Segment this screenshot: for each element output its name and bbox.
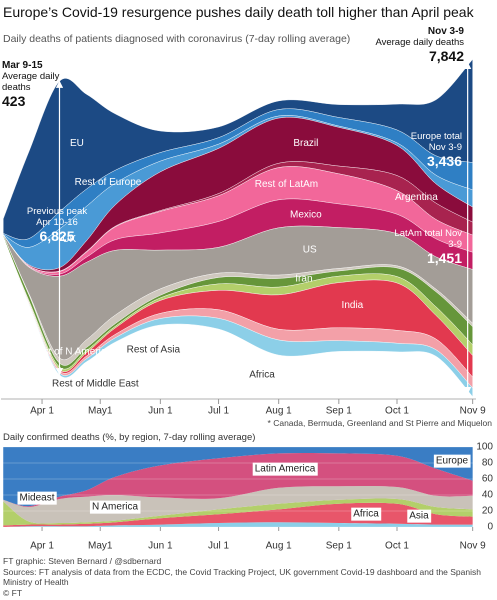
annotation-text: Average daily deaths	[2, 71, 60, 93]
series-label: Mexico	[290, 209, 322, 220]
x-tick-label: Sep 1	[326, 406, 353, 417]
x-tick-label: May1	[88, 406, 113, 417]
area-band	[3, 498, 473, 526]
x-tick-label: Aug 1	[266, 406, 293, 417]
series-label-group: N America	[89, 500, 141, 514]
copyright: © FT	[3, 587, 23, 598]
credit: FT graphic: Steven Bernard / @sdbernard	[3, 556, 162, 566]
series-label: Argentina	[395, 192, 438, 203]
y-tick-label: 60	[482, 474, 494, 485]
x-tick-label: Apr 1	[30, 406, 54, 417]
x-tick-label: Apr 1	[30, 541, 54, 552]
series-label: Africa	[353, 509, 379, 520]
annotation: Previous peak Apr 10-16 6,825	[26, 206, 88, 245]
label-background	[351, 507, 382, 521]
chart-subtitle: Daily deaths of patients diagnosed with …	[3, 33, 351, 45]
chart-title: Daily confirmed deaths (%, by region, 7-…	[3, 432, 256, 443]
x-tick-label: Jul 1	[208, 406, 230, 417]
x-tick-label: Sep 1	[326, 541, 353, 552]
area-band	[3, 522, 473, 527]
label-background	[407, 509, 432, 523]
area-band	[3, 452, 473, 508]
x-tick-label: Nov 9	[460, 541, 487, 552]
chart-title: Europe’s Covid-19 resurgence pushes dail…	[3, 4, 474, 20]
area-band	[3, 447, 473, 507]
annotation-value: 423	[2, 93, 26, 109]
annotation: Europe total Nov 3-9 3,436	[392, 131, 462, 170]
x-tick-label: Aug 1	[266, 541, 293, 552]
series-label: Europe	[436, 456, 469, 467]
x-tick-label: Jun 1	[148, 541, 173, 552]
series-label: EU	[70, 138, 84, 149]
stream-band	[3, 237, 473, 398]
annotation-value: 6,825	[39, 228, 75, 244]
annotation-text: LatAm total Nov 3-9	[394, 228, 462, 250]
footer: FT graphic: Steven Bernard / @sdbernard …	[3, 556, 483, 598]
series-label: US	[303, 244, 317, 255]
annotation-heading: Nov 3-9	[427, 26, 464, 37]
annotation-value: 3,436	[426, 153, 462, 169]
series-label: Mideast	[19, 493, 54, 504]
annotation-value: 1,451	[426, 250, 462, 266]
x-tick-label: Nov 9	[460, 406, 487, 417]
annotation-heading: Mar 9-15	[2, 60, 43, 71]
annotation-text: Average daily deaths	[375, 37, 464, 48]
series-label: Iran	[295, 274, 312, 285]
x-tick-label: Jul 1	[208, 541, 230, 552]
series-label: Asia	[409, 511, 429, 522]
annotation-value: 7,842	[428, 48, 464, 64]
label-background	[89, 500, 141, 514]
footnote: * Canada, Bermuda, Greenland and St Pier…	[267, 418, 492, 428]
x-tick-label: Oct 1	[385, 541, 409, 552]
annotation-text: Previous peak Apr 10-16	[26, 206, 88, 228]
series-label: Rest of LatAm	[255, 179, 318, 190]
label-background	[17, 491, 57, 505]
series-label-group: Africa	[351, 507, 382, 521]
series-label: Rest of N America*	[31, 347, 116, 358]
x-tick-label: May1	[88, 541, 113, 552]
annotation: LatAm total Nov 3-9 1,451	[386, 228, 462, 267]
y-tick-label: 80	[482, 458, 494, 469]
annotation-text: Europe total Nov 3-9	[410, 131, 462, 153]
series-label: UK	[62, 234, 76, 245]
series-label: Africa	[249, 370, 275, 381]
x-tick-label: Oct 1	[385, 406, 409, 417]
series-label: India	[342, 300, 364, 311]
area-band	[3, 485, 473, 524]
series-label: Rest of Europe	[75, 177, 142, 188]
y-tick-label: 0	[487, 522, 493, 533]
annotation: Mar 9-15 Average daily deaths 423	[2, 60, 66, 110]
series-label-group: Asia	[407, 509, 432, 523]
y-tick-label: 40	[482, 490, 494, 501]
y-tick-label: 100	[476, 442, 493, 453]
y-tick-label: 20	[482, 506, 494, 517]
series-label: N America	[92, 502, 139, 513]
series-label-group: Mideast	[17, 491, 57, 505]
sources: Sources: FT analysis of data from the EC…	[3, 566, 481, 588]
annotation: Nov 3-9 Average daily deaths 7,842	[356, 26, 464, 65]
series-label: Latin America	[255, 464, 316, 475]
series-label: Rest of Asia	[127, 345, 181, 356]
series-label-group: Latin America	[252, 462, 318, 476]
series-label: Brazil	[293, 138, 318, 149]
series-label: Rest of Middle East	[52, 379, 139, 390]
label-background	[252, 462, 318, 476]
series-label-group: Europe	[433, 454, 471, 468]
label-background	[433, 454, 471, 468]
x-tick-label: Jun 1	[148, 406, 173, 417]
